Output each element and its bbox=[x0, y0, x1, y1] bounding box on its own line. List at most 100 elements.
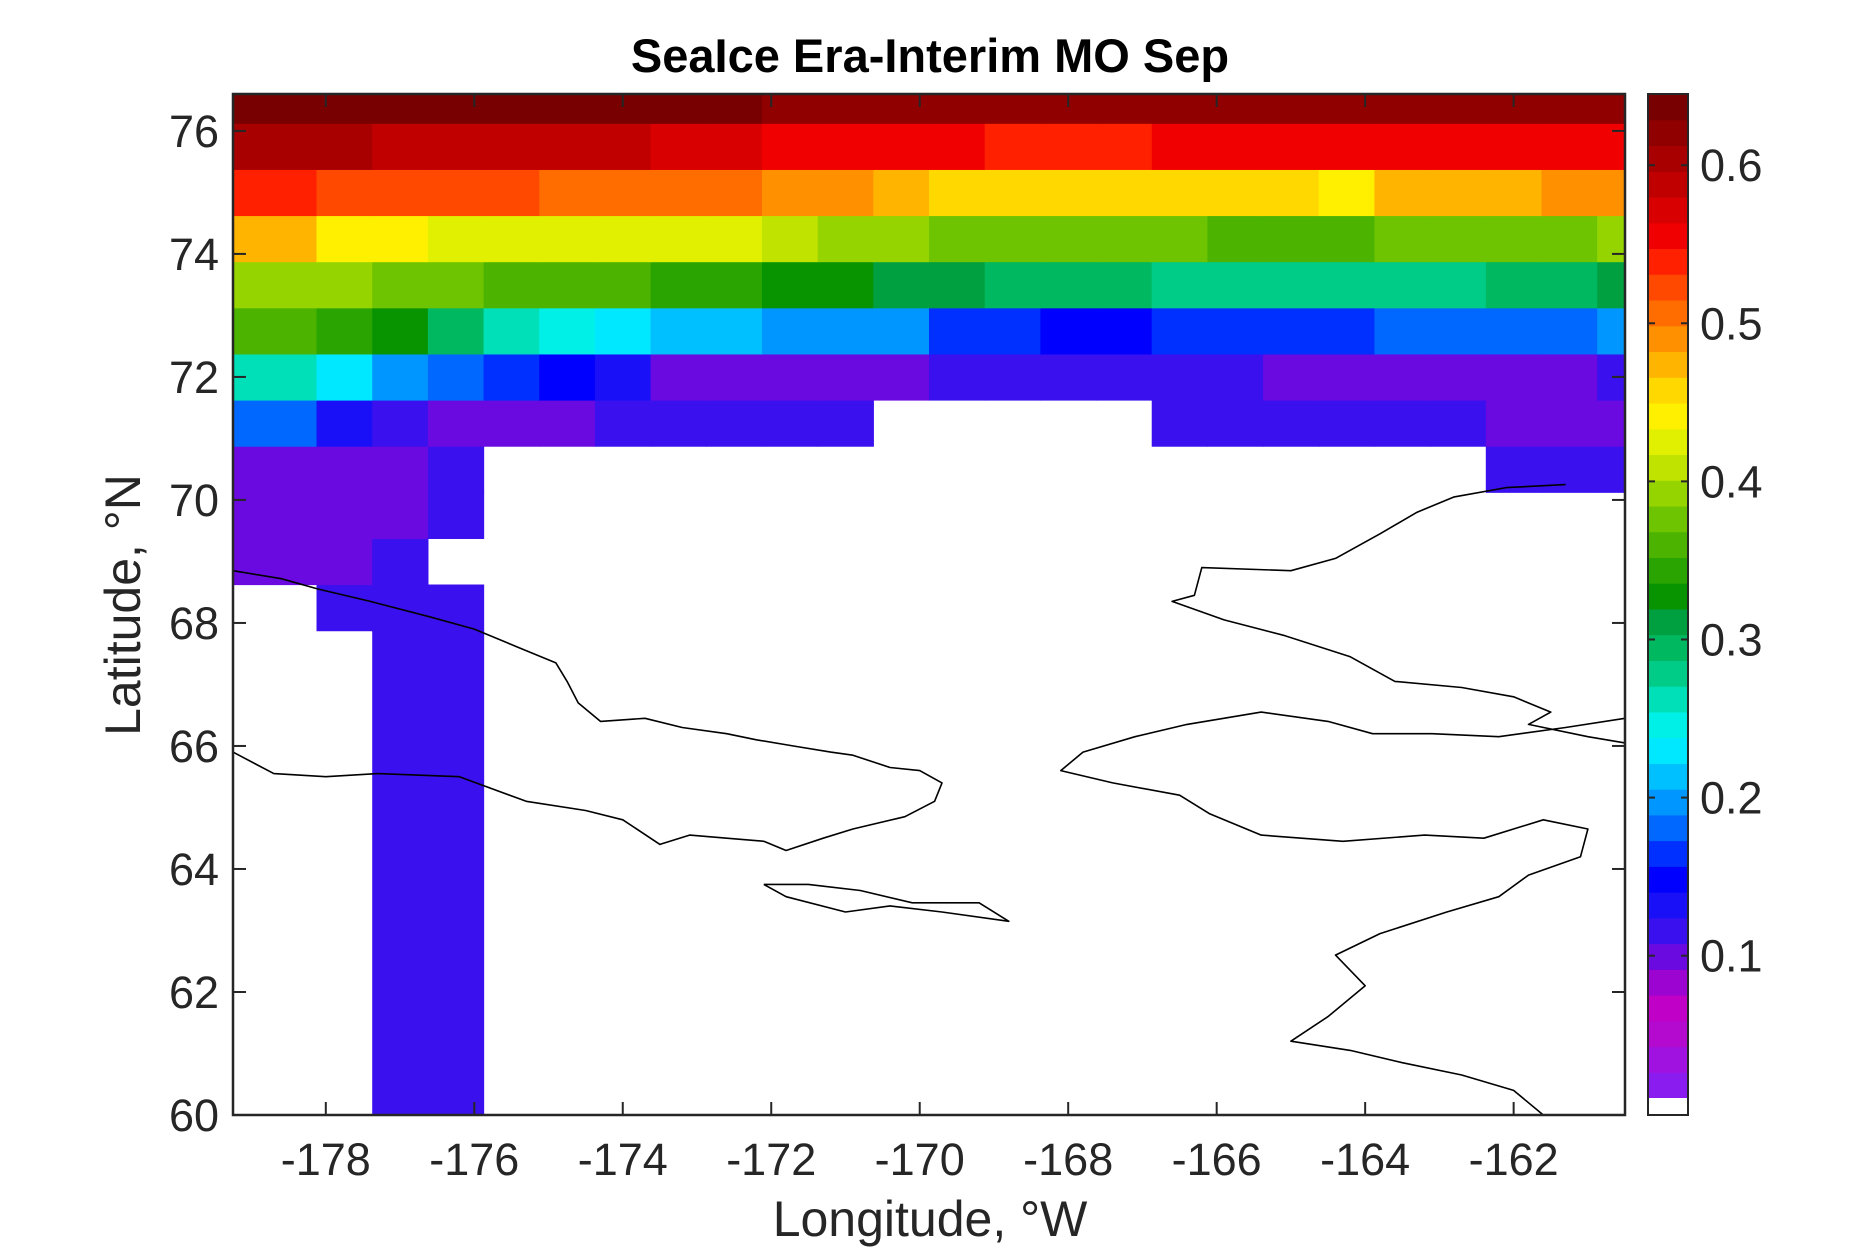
heatmap-cell bbox=[539, 307, 596, 355]
heatmap-cell bbox=[817, 94, 874, 124]
heatmap-cell bbox=[1040, 261, 1097, 309]
heatmap-cell bbox=[1151, 123, 1208, 170]
heatmap-cell bbox=[1151, 94, 1208, 124]
heatmap-cell bbox=[706, 94, 763, 124]
heatmap-cell bbox=[1430, 399, 1487, 447]
heatmap-cell bbox=[483, 261, 540, 309]
heatmap-cell bbox=[1541, 399, 1598, 447]
x-tick-label: -172 bbox=[726, 1134, 816, 1185]
colorbar-band bbox=[1648, 814, 1688, 842]
heatmap-cell bbox=[817, 261, 874, 309]
colorbar-band bbox=[1648, 531, 1688, 558]
coastline bbox=[1171, 483, 1626, 744]
heatmap-cell bbox=[539, 94, 596, 124]
colorbar-band bbox=[1648, 454, 1688, 481]
heatmap-cell bbox=[1096, 169, 1153, 217]
heatmap-cell bbox=[594, 353, 652, 401]
axis-ticks: -178 -176 -174 -172 -170 -168 -166 -164 -162 60 62… bbox=[169, 94, 1625, 1185]
heatmap-cell bbox=[372, 492, 429, 539]
colorbar-nan-band bbox=[1648, 1098, 1688, 1115]
heatmap-cell bbox=[316, 215, 373, 263]
heatmap-cell bbox=[1040, 215, 1097, 263]
heatmap-cell bbox=[706, 215, 763, 263]
y-tick-label: 74 bbox=[169, 229, 219, 280]
heatmap-cell bbox=[1485, 123, 1543, 170]
y-axis-label: Latitude, °N bbox=[95, 474, 151, 736]
heatmap-cell bbox=[984, 169, 1041, 217]
heatmap-cell bbox=[873, 353, 930, 401]
axes-box bbox=[231, 92, 1627, 1117]
heatmap-cell bbox=[316, 584, 373, 632]
heatmap-cell bbox=[1485, 399, 1543, 447]
heatmap-cell bbox=[650, 123, 707, 170]
colorbar-band bbox=[1648, 299, 1688, 327]
heatmap-cell bbox=[1263, 261, 1320, 309]
heatmap-cell bbox=[233, 215, 318, 263]
heatmap-cell bbox=[372, 94, 429, 124]
heatmap-cell bbox=[427, 215, 485, 263]
heatmap-cell bbox=[817, 169, 874, 217]
colorbar-band bbox=[1648, 145, 1688, 172]
colorbar-band bbox=[1648, 94, 1688, 121]
heatmap-cell bbox=[1430, 94, 1487, 124]
heatmap-cell bbox=[1541, 94, 1598, 124]
heatmap-cell bbox=[873, 123, 930, 170]
heatmap-cell bbox=[1430, 215, 1487, 263]
colorbar-band bbox=[1648, 969, 1688, 996]
y-tick-label: 70 bbox=[169, 475, 219, 526]
colorbar-band bbox=[1648, 557, 1688, 584]
heatmap-cell bbox=[372, 446, 429, 493]
heatmap-cell bbox=[1541, 261, 1598, 309]
heatmap-cell bbox=[427, 307, 485, 355]
heatmap-cell bbox=[1207, 353, 1264, 401]
colorbar-band bbox=[1648, 1020, 1688, 1048]
heatmap-cell bbox=[1263, 123, 1320, 170]
heatmap-cell bbox=[233, 446, 318, 493]
colorbar-band bbox=[1648, 583, 1688, 610]
heatmap-cell bbox=[1207, 261, 1264, 309]
heatmap-cell bbox=[817, 215, 874, 263]
heatmap-cell bbox=[316, 492, 373, 539]
heatmap-cell bbox=[1541, 307, 1598, 355]
colorbar-band bbox=[1648, 1072, 1688, 1099]
heatmap-cell bbox=[483, 169, 540, 217]
heatmap-cell bbox=[1541, 215, 1598, 263]
heatmap-cell bbox=[1151, 353, 1208, 401]
colorbar-band bbox=[1648, 402, 1688, 430]
heatmap-cell bbox=[233, 123, 318, 170]
colorbar-band bbox=[1648, 737, 1688, 764]
heatmap-cell bbox=[1263, 307, 1320, 355]
colorbar-tick-label: 0.4 bbox=[1700, 456, 1763, 507]
heatmap-cell bbox=[706, 261, 763, 309]
heatmap-cell bbox=[929, 123, 986, 170]
heatmap-cell bbox=[706, 169, 763, 217]
heatmap-cell bbox=[1597, 261, 1626, 309]
heatmap-cell bbox=[233, 399, 318, 447]
heatmap-cell bbox=[873, 169, 930, 217]
heatmap-cell bbox=[1151, 215, 1208, 263]
heatmap-cell bbox=[1374, 307, 1431, 355]
heatmap-cell bbox=[761, 169, 819, 217]
heatmap-cell bbox=[372, 215, 429, 263]
heatmap-cell bbox=[706, 307, 763, 355]
colorbar-band bbox=[1648, 763, 1688, 790]
heatmap-cell bbox=[1151, 261, 1208, 309]
x-tick-label: -162 bbox=[1469, 1134, 1559, 1185]
heatmap-cell bbox=[1430, 353, 1487, 401]
heatmap-cell bbox=[1151, 399, 1208, 447]
heatmap-cell bbox=[316, 123, 373, 170]
heatmap-cell bbox=[1263, 169, 1320, 217]
coastlines bbox=[232, 483, 1626, 1116]
heatmap-cell bbox=[817, 353, 874, 401]
heatmap-cell bbox=[1485, 215, 1543, 263]
colorbar-tick-label: 0.1 bbox=[1700, 931, 1763, 982]
heatmap-cell bbox=[372, 307, 429, 355]
heatmap-cell bbox=[984, 215, 1041, 263]
y-tick-label: 64 bbox=[169, 844, 219, 895]
heatmap-cell bbox=[1207, 123, 1264, 170]
heatmap-cell bbox=[594, 399, 652, 447]
colorbar-band bbox=[1648, 866, 1688, 893]
heatmap-cell bbox=[233, 94, 318, 124]
x-tick-label: -178 bbox=[281, 1134, 371, 1185]
heatmap-cell bbox=[316, 538, 373, 586]
